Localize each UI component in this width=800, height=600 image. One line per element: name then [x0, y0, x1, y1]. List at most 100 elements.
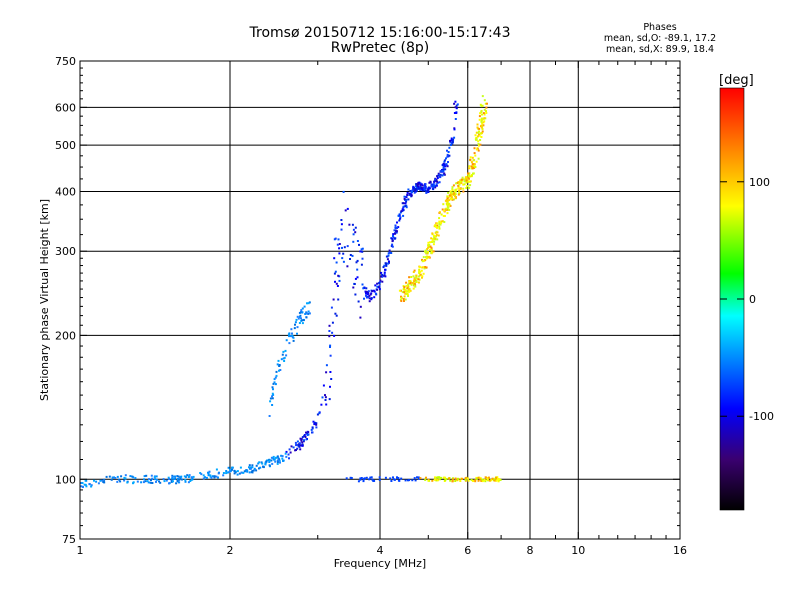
colorbar-tick-label: -100 — [749, 410, 774, 423]
o-trace-point — [149, 481, 152, 484]
o-trace-point — [90, 485, 93, 488]
o-trace-point — [449, 139, 451, 142]
x-trace-point — [475, 148, 478, 151]
o-trace-point — [443, 173, 446, 176]
o-trace-point — [385, 263, 388, 266]
o-trace-point — [421, 188, 424, 191]
low-band-point — [414, 479, 417, 482]
o-trace-point — [277, 459, 280, 462]
low-band-point — [417, 476, 420, 479]
x-trace-point — [421, 275, 424, 278]
o-trace-point — [175, 482, 178, 485]
low-band-point — [451, 478, 454, 481]
o-trace-point — [177, 481, 180, 484]
o-trace-point — [176, 475, 179, 478]
o-trace-point — [415, 185, 418, 188]
x-trace-point — [465, 177, 468, 180]
o-trace-point — [346, 245, 349, 248]
x-trace-point — [478, 118, 481, 121]
o-trace-point — [328, 335, 331, 338]
x-trace-point — [454, 193, 457, 196]
o-trace-point — [391, 237, 394, 240]
x-trace-point — [440, 220, 443, 223]
x-tick-label: 2 — [227, 544, 234, 557]
o-trace-point — [328, 324, 331, 327]
low-band-point — [488, 479, 491, 482]
o-trace-point — [417, 183, 420, 186]
o-trace-point — [315, 423, 318, 426]
o-trace-point — [405, 196, 408, 199]
o-trace-point — [184, 478, 187, 481]
x-trace-point — [407, 285, 410, 288]
x-trace-point — [474, 165, 476, 168]
low-band-point — [433, 478, 436, 481]
low-band-point — [444, 476, 447, 479]
o-trace-point — [233, 469, 236, 472]
o-trace-point — [276, 461, 279, 463]
o-trace-point — [134, 477, 137, 480]
x-trace-point — [477, 140, 480, 143]
o-trace-point — [242, 471, 245, 474]
low-band-point — [370, 476, 373, 479]
x-trace-point — [438, 211, 441, 214]
o-trace-point — [184, 476, 187, 478]
o-trace-point — [228, 468, 231, 471]
x-trace-point — [481, 122, 484, 125]
low-band-point — [457, 477, 459, 480]
y-axis-label: Stationary phase Virtual Height [km] — [38, 199, 51, 401]
o-trace-point — [258, 467, 260, 470]
o-secondary-point — [298, 316, 301, 318]
o-trace-point — [217, 472, 220, 475]
o-secondary-point — [302, 319, 305, 322]
x-trace-point — [412, 271, 415, 273]
x-trace-point — [413, 282, 416, 285]
o-trace-point — [353, 283, 356, 285]
o-trace-point — [178, 478, 181, 481]
o-trace-point — [305, 438, 308, 441]
o-trace-point — [205, 476, 208, 479]
o-trace-point — [430, 185, 433, 188]
x-trace-point — [475, 131, 478, 134]
phase-o-stats: mean, sd,O: -89.1, 17.2 — [603, 33, 717, 44]
x-trace-point — [443, 209, 446, 212]
x-trace-point — [413, 277, 416, 280]
x-trace-point — [446, 201, 449, 204]
o-trace-point — [386, 258, 389, 261]
o-trace-point — [248, 471, 251, 474]
x-trace-point — [445, 208, 448, 211]
y-tick-labels: 75 100 200 300 400 500 600 750 — [55, 55, 76, 546]
o-trace-point — [354, 226, 357, 229]
x-trace-point — [423, 267, 426, 270]
o-trace-point — [312, 420, 315, 423]
o-secondary-point — [298, 311, 301, 314]
o-trace-point — [424, 186, 427, 188]
x-trace-point — [440, 213, 443, 216]
o-trace-point — [378, 286, 380, 289]
o-trace-point — [231, 466, 234, 469]
x-trace-point — [471, 167, 474, 170]
o-trace-point — [298, 445, 301, 448]
o-trace-point — [262, 466, 265, 469]
low-band-point — [470, 478, 473, 481]
o-trace-point — [298, 442, 301, 445]
o-trace-point — [278, 459, 281, 462]
o-trace-point — [155, 475, 158, 478]
o-trace-point — [296, 447, 299, 450]
x-trace-point — [469, 184, 472, 187]
low-band-point — [378, 478, 381, 481]
x-trace-point — [414, 285, 417, 288]
o-trace-point — [446, 153, 449, 156]
o-trace-point — [394, 226, 397, 229]
o-secondary-point — [272, 388, 274, 391]
low-band-point — [424, 478, 427, 481]
o-trace-point — [334, 280, 336, 283]
o-trace-point — [427, 188, 430, 191]
low-band-point — [484, 476, 487, 479]
o-trace-point — [144, 480, 147, 483]
o-trace-point — [390, 252, 393, 254]
o-trace-point — [225, 472, 228, 475]
o-trace-point — [227, 466, 230, 469]
o-secondary-point — [308, 301, 311, 304]
x-trace-point — [414, 276, 417, 279]
o-trace-point — [270, 459, 273, 462]
